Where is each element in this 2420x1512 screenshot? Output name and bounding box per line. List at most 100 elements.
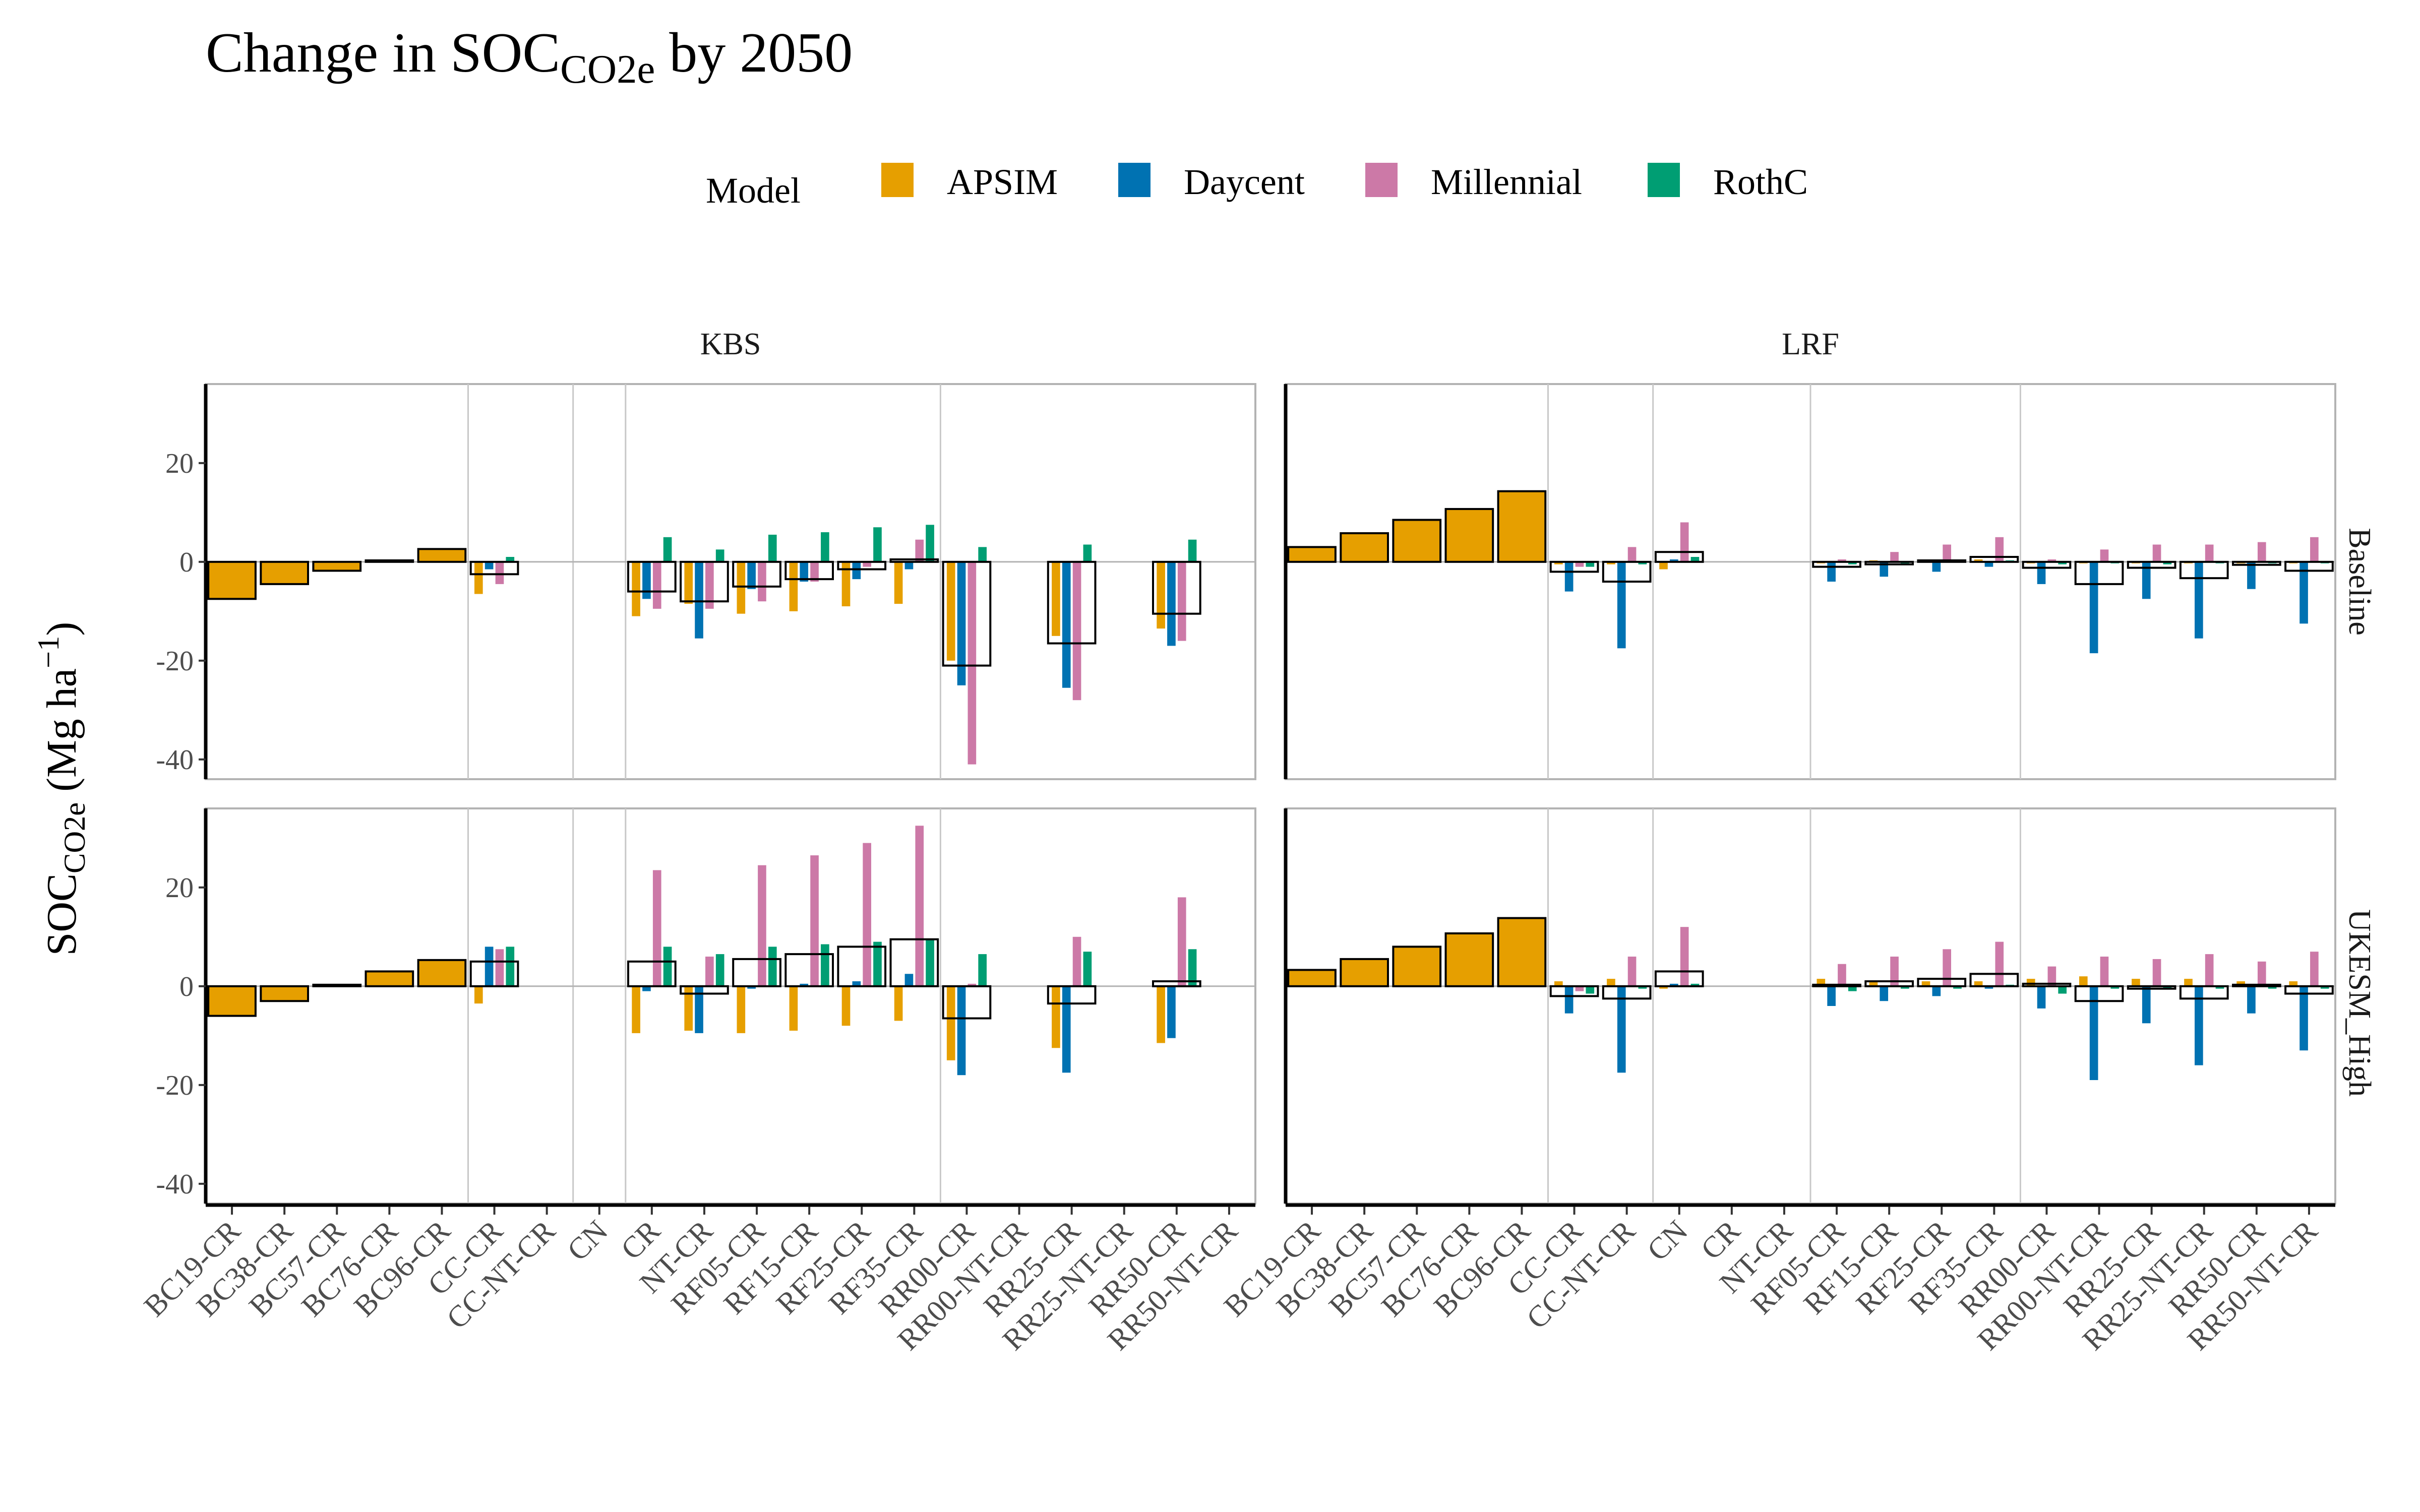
bar-millennial-cc-cr [495, 949, 504, 986]
bar-daycent-rr50-nt-cr [2300, 986, 2308, 1051]
bar-rothc-rr50-cr [2268, 986, 2277, 989]
bar-mean-rr50-cr [2232, 983, 2281, 987]
bar-daycent-nt-cr [695, 561, 703, 639]
bar-apsim-bc96-cr [417, 959, 467, 987]
bar-millennial-rr25-cr [2152, 544, 2161, 562]
bar-rothc-rr25-nt-cr [2215, 986, 2224, 989]
bar-rothc-cn [1690, 983, 1700, 986]
legend: Model APSIM Daycent Millennial RothC [706, 162, 1808, 211]
bar-apsim-rf35-cr [1974, 559, 1983, 562]
bar-millennial-rr00-nt-cr [2100, 957, 2109, 986]
bar-apsim-rr25-cr [1052, 561, 1060, 636]
bar-millennial-rf25-cr [863, 843, 871, 986]
bar-mean-cr [627, 960, 677, 987]
bar-mean-rf05-cr [732, 560, 781, 588]
bar-rothc-rf05-cr [1848, 561, 1857, 564]
bar-mean-rf05-cr [732, 958, 781, 987]
bar-apsim-rr00-cr [946, 561, 955, 661]
bar-apsim-bc19-cr [207, 560, 257, 600]
bar-daycent-rr00-cr [957, 561, 966, 685]
bar-mean-rf15-cr [784, 953, 834, 987]
bar-millennial-rr50-cr [2257, 542, 2266, 562]
bar-apsim-bc57-cr [1392, 519, 1442, 563]
bar-daycent-rf35-cr [1984, 986, 1993, 989]
bar-mean-cc-nt-cr [1602, 985, 1652, 1000]
bar-apsim-rr00-nt-cr [2079, 976, 2088, 986]
bar-apsim-bc96-cr [1497, 917, 1547, 987]
bar-daycent-rr50-cr [2247, 561, 2256, 589]
bar-daycent-rr00-cr [2037, 561, 2046, 584]
bar-apsim-cr [632, 561, 640, 616]
bar-mean-rf35-cr [889, 938, 939, 987]
bar-rothc-rf05-cr [768, 947, 777, 986]
bar-rothc-rf35-cr [926, 939, 934, 986]
bar-rothc-rf25-cr [873, 941, 882, 986]
bar-apsim-rr50-cr [1157, 561, 1165, 629]
bar-millennial-rr25-cr [1072, 936, 1081, 986]
y-tick-label: -40 [156, 744, 194, 776]
legend-swatch-daycent [1118, 163, 1151, 197]
bar-daycent-cc-cr [1564, 986, 1574, 1014]
bar-rothc-nt-cr [715, 954, 724, 986]
bar-daycent-rf05-cr [1827, 561, 1836, 582]
bar-millennial-cc-nt-cr [1627, 547, 1637, 562]
bar-apsim-bc57-cr [312, 560, 362, 572]
bar-daycent-rr00-cr [957, 986, 966, 1076]
bar-daycent-rf05-cr [1827, 986, 1836, 1006]
bar-daycent-rf15-cr [1880, 986, 1889, 1001]
bar-daycent-nt-cr [695, 986, 703, 1033]
bar-daycent-rf25-cr [1932, 561, 1941, 572]
bar-daycent-rr00-cr [2037, 986, 2046, 1009]
bar-apsim-cr [632, 986, 640, 1033]
bar-apsim-bc76-cr [1444, 508, 1494, 563]
bar-apsim-rf25-cr [841, 986, 851, 1026]
bar-rothc-rr00-cr [978, 547, 987, 562]
bar-apsim-bc76-cr [365, 559, 414, 563]
bar-mean-cc-cr [469, 960, 519, 987]
bar-daycent-rr25-cr [2142, 986, 2151, 1024]
bar-mean-rf35-cr [1969, 556, 2019, 563]
bar-millennial-rr25-cr [1072, 561, 1081, 701]
bar-millennial-rr50-nt-cr [2310, 537, 2319, 562]
bar-apsim-rr25-nt-cr [2184, 979, 2193, 986]
bar-millennial-rf15-cr [1890, 552, 1899, 562]
bar-rothc-rf25-cr [873, 527, 882, 562]
bar-mean-rf25-cr [1917, 978, 1967, 987]
bar-apsim-rf35-cr [1974, 981, 1983, 986]
bar-mean-rr00-cr [942, 560, 992, 667]
bar-apsim-rr00-cr [2026, 979, 2035, 986]
legend-swatch-apsim [881, 163, 914, 197]
bar-millennial-nt-cr [705, 561, 714, 609]
bar-mean-rf15-cr [1864, 980, 1914, 987]
bar-rothc-rr00-cr [2058, 561, 2067, 564]
bar-mean-rf15-cr [784, 560, 834, 581]
legend-swatch-millennial [1365, 163, 1398, 197]
bar-mean-rr25-cr [2127, 560, 2176, 569]
bar-apsim-bc96-cr [417, 548, 467, 563]
bar-millennial-rf25-cr [863, 561, 871, 567]
bar-daycent-rf25-cr [852, 981, 861, 986]
bar-daycent-cr [642, 561, 651, 599]
bar-daycent-rr25-nt-cr [2195, 561, 2203, 639]
legend-label-millennial: Millennial [1431, 162, 1582, 202]
bar-millennial-rf35-cr [915, 826, 924, 986]
bar-mean-rf25-cr [837, 946, 887, 987]
bar-rothc-nt-cr [715, 549, 724, 562]
bar-apsim-cn [1659, 986, 1668, 989]
bar-apsim-bc38-cr [1340, 532, 1389, 563]
bar-mean-rr50-cr [1152, 560, 1201, 615]
bar-daycent-rf15-cr [800, 561, 809, 582]
bar-millennial-rr25-nt-cr [2205, 954, 2214, 986]
y-tick-label: 20 [165, 448, 194, 479]
bar-millennial-rr00-nt-cr [2100, 549, 2109, 562]
bar-millennial-cc-nt-cr [1627, 957, 1637, 986]
bar-apsim-cc-cr [474, 986, 483, 1004]
bar-daycent-cr [642, 986, 651, 991]
bar-apsim-bc19-cr [1287, 969, 1337, 987]
bar-millennial-rf25-cr [1943, 544, 1951, 562]
bar-daycent-rf15-cr [800, 983, 809, 986]
bar-mean-cc-cr [469, 560, 519, 576]
bar-apsim-bc38-cr [260, 985, 309, 1002]
legend-label-rothc: RothC [1713, 162, 1808, 202]
strip-label-ukesm-high: UKESM_High [2342, 909, 2377, 1097]
